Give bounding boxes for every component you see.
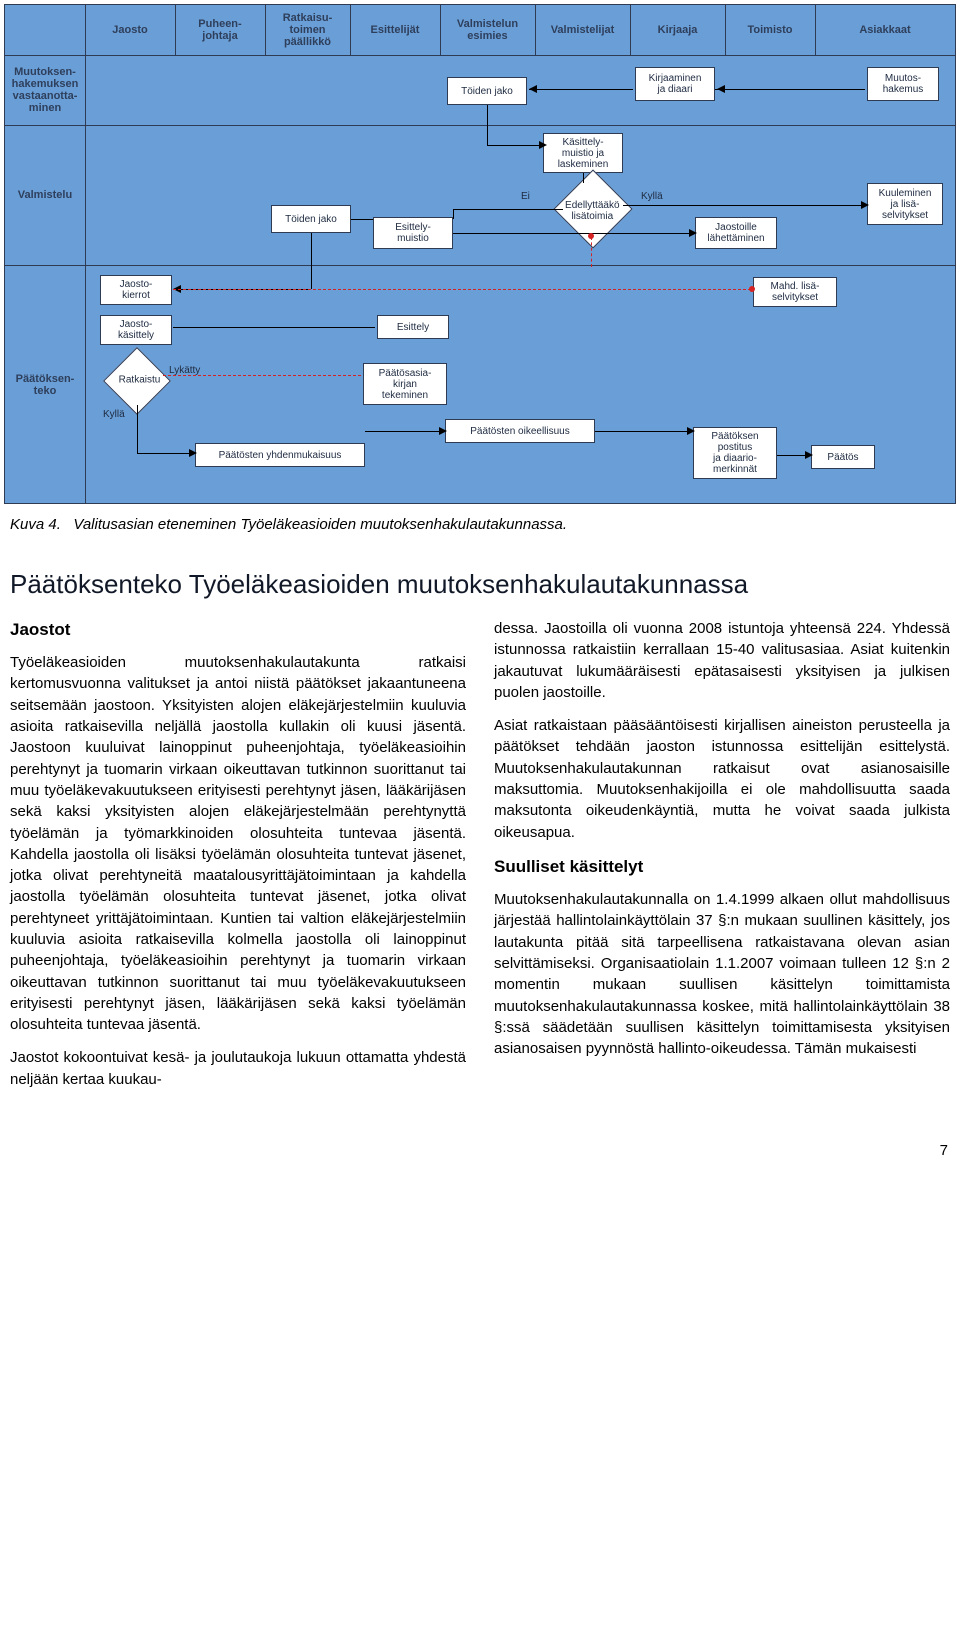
label-ei: Ei <box>521 191 530 202</box>
box-esittelymuistio: Esittely-muistio <box>373 217 453 249</box>
page-title: Päätöksenteko Työeläkeasioiden muutoksen… <box>0 557 960 618</box>
figure-caption: Kuva 4. Valitusasian eteneminen Työeläke… <box>0 508 960 557</box>
diagram-area: Jaosto Puheen-johtaja Ratkaisu-toimenpää… <box>0 0 960 508</box>
diamond-edellyttaako-label: Edellyttääkölisätoimia <box>552 200 632 222</box>
col-jaosto: Jaosto <box>85 5 175 55</box>
right-p2: Asiat ratkaistaan pääsääntöisesti kirjal… <box>494 715 950 843</box>
left-p2: Jaostot kokoontuivat kesä- ja joulutauko… <box>10 1047 466 1090</box>
box-paatoksen-postitus: Päätöksenpostitusja diaario-merkinnät <box>693 427 777 479</box>
right-p3: Muutoksenhakulautakunnalla on 1.4.1999 a… <box>494 889 950 1059</box>
col-asiak: Asiakkaat <box>815 5 955 55</box>
right-column: dessa. Jaostoilla oli vuonna 2008 istunt… <box>494 618 950 1102</box>
left-column: Jaostot Työeläkeasioiden muutoksenhakula… <box>10 618 466 1102</box>
caption-text: Valitusasian eteneminen Työeläkeasioiden… <box>73 516 567 533</box>
box-mahd: Mahd. lisä-selvitykset <box>753 277 837 307</box>
box-jaostokasittely: Jaosto-käsittely <box>100 315 172 345</box>
box-paatosten-yhden: Päätösten yhdenmukaisuus <box>195 443 365 467</box>
box-toiden-jako-top: Töiden jako <box>447 77 527 105</box>
box-paatos: Päätös <box>811 445 875 469</box>
box-kasittely: Käsittely-muistio jalaskeminen <box>543 133 623 173</box>
diamond-ratkaistu-label: Ratkaistu <box>109 374 169 385</box>
right-p1: dessa. Jaostoilla oli vuonna 2008 istunt… <box>494 618 950 703</box>
box-jaostokierrot: Jaosto-kierrot <box>100 275 172 305</box>
box-kirjaaminen: Kirjaaminenja diaari <box>635 67 715 101</box>
box-esittely: Esittely <box>377 315 449 339</box>
page-number: 7 <box>0 1142 960 1169</box>
caption-label: Kuva 4. <box>10 516 61 533</box>
col-rtp: Ratkaisu-toimenpäällikkö <box>265 5 350 55</box>
box-paatosten-oik: Päätösten oikeellisuus <box>445 419 595 443</box>
left-p1: Työeläkeasioiden muutoksenhakulautakunta… <box>10 652 466 1035</box>
label-kylla: Kyllä <box>641 191 663 202</box>
row-valmistelu: Valmistelu <box>5 125 85 265</box>
col-esit: Esittelijät <box>350 5 440 55</box>
col-toim: Toimisto <box>725 5 815 55</box>
box-toiden-jako-mid: Töiden jako <box>271 205 351 233</box>
col-valm: Valmistelijat <box>535 5 630 55</box>
col-valm-es: Valmistelunesimies <box>440 5 535 55</box>
h-jaostot: Jaostot <box>10 618 466 642</box>
col-pj: Puheen-johtaja <box>175 5 265 55</box>
box-kuuleminen: Kuuleminenja lisä-selvitykset <box>867 183 943 225</box>
label-kylla2: Kyllä <box>103 409 125 420</box>
h-suulliset: Suulliset käsittelyt <box>494 855 950 879</box>
box-muutoshakemus: Muutos-hakemus <box>867 67 939 101</box>
box-jaostoille: Jaostoillelähettäminen <box>695 217 777 249</box>
body-columns: Jaostot Työeläkeasioiden muutoksenhakula… <box>0 618 960 1142</box>
row-vastaanotto: Muutoksen-hakemuksenvastaanotta-minen <box>5 55 85 125</box>
flow-diagram: Jaosto Puheen-johtaja Ratkaisu-toimenpää… <box>4 4 956 504</box>
row-paatoksenteko: Päätöksen-teko <box>5 265 85 505</box>
box-paatosasikirja: Päätösasia-kirjantekeminen <box>363 363 447 405</box>
col-kirj: Kirjaaja <box>630 5 725 55</box>
